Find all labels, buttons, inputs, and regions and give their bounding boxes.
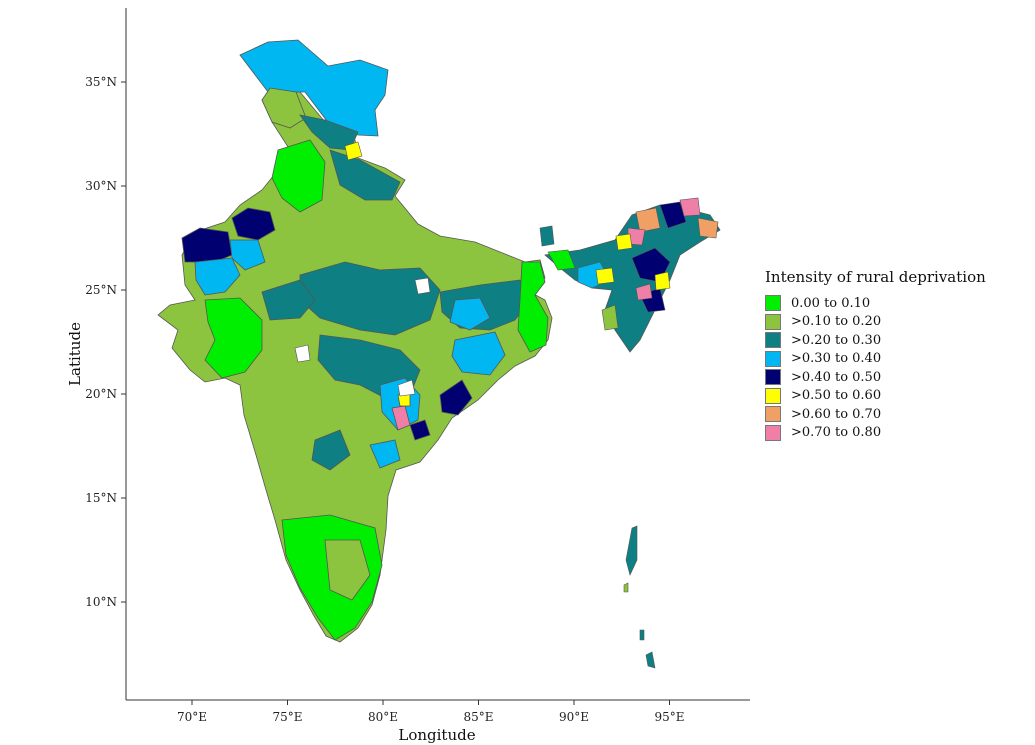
south-light-region: [324, 539, 371, 601]
legend-item: >0.40 to 0.50: [765, 368, 986, 387]
map-regions: [157, 39, 721, 669]
y-axis-title: Latitude: [66, 322, 84, 386]
x-tick-label: 90°E: [559, 710, 589, 724]
tripura-region: [601, 304, 619, 331]
legend-label: >0.10 to 0.20: [791, 314, 882, 330]
nodata-region-2: [294, 344, 311, 363]
legend-label: 0.00 to 0.10: [791, 295, 871, 311]
northeast-dark-region: [659, 201, 687, 229]
legend-swatch: [765, 387, 781, 404]
west-light-region-2: [229, 239, 266, 271]
legend-title: Intensity of rural deprivation: [765, 268, 986, 286]
east-light-region: [449, 297, 491, 331]
y-tick-label: 25°N: [85, 283, 117, 297]
x-tick-label: 85°E: [463, 710, 493, 724]
legend-item: >0.50 to 0.60: [765, 387, 986, 406]
legend-swatch: [765, 332, 781, 349]
deccan-teal-region: [311, 429, 351, 471]
east-light-region-2: [451, 331, 506, 376]
west-teal-region: [261, 279, 316, 321]
island-region-3: [645, 651, 656, 669]
north-region: [239, 39, 389, 137]
legend-label: >0.30 to 0.40: [791, 351, 882, 367]
y-tick-label: 15°N: [85, 491, 117, 505]
legend-item: >0.60 to 0.70: [765, 405, 986, 424]
deccan-light-region: [369, 439, 401, 469]
legend-item: >0.20 to 0.30: [765, 331, 986, 350]
legend-swatch: [765, 350, 781, 367]
central-teal-region: [329, 149, 401, 201]
legend-item: >0.70 to 0.80: [765, 424, 986, 443]
nodata-region: [414, 277, 431, 295]
northeast-green-region: [547, 249, 576, 271]
west-dark-region-2: [231, 207, 276, 241]
island-region-2: [623, 582, 629, 593]
legend-swatch: [765, 369, 781, 386]
legend-swatch: [765, 295, 781, 312]
odisha-pink-region: [391, 405, 411, 431]
x-tick-label: 95°E: [654, 710, 684, 724]
y-tick-label: 30°N: [85, 179, 117, 193]
y-tick-label: 35°N: [85, 75, 117, 89]
legend-label: >0.50 to 0.60: [791, 388, 882, 404]
x-axis-ticks: 70°E 75°E 80°E 85°E 90°E 95°E: [177, 700, 685, 724]
northeast-yellow-region: [615, 233, 633, 251]
legend-swatch: [765, 424, 781, 441]
legend: Intensity of rural deprivation 0.00 to 0…: [765, 268, 986, 442]
himalaya-yellow-region: [344, 141, 363, 161]
odisha-dark-region: [439, 379, 473, 416]
x-tick-label: 75°E: [272, 710, 302, 724]
x-axis-title: Longitude: [398, 726, 475, 744]
x-tick-label: 80°E: [368, 710, 398, 724]
island-region: [625, 525, 638, 576]
x-tick-label: 70°E: [177, 710, 207, 724]
bengal-region: [517, 261, 549, 353]
y-axis-ticks: 10°N 15°N 20°N 25°N 30°N 35°N: [85, 75, 126, 609]
legend-item: >0.10 to 0.20: [765, 313, 986, 332]
legend-item: >0.30 to 0.40: [765, 350, 986, 369]
nodata-region-3: [397, 379, 416, 397]
y-tick-label: 10°N: [85, 595, 117, 609]
gujarat-region: [204, 297, 263, 379]
northeast-orange-region-2: [697, 217, 719, 239]
y-tick-label: 20°N: [85, 387, 117, 401]
odisha-dark-region-2: [409, 419, 431, 441]
legend-label: >0.60 to 0.70: [791, 406, 882, 422]
west-dark-region: [181, 227, 233, 263]
northeast-pink-region: [679, 197, 701, 217]
island-region-4: [639, 629, 645, 641]
northeast-yellow-region-2: [595, 267, 615, 285]
sikkim-region: [539, 225, 555, 247]
punjab-haryana-region: [271, 139, 326, 213]
northeast-pink-region-3: [635, 283, 653, 301]
legend-label: >0.70 to 0.80: [791, 425, 882, 441]
northeast-orange-region: [635, 207, 661, 233]
legend-swatch: [765, 313, 781, 330]
northeast-region: [544, 204, 721, 353]
legend-label: >0.20 to 0.30: [791, 332, 882, 348]
central-teal-region-2: [299, 261, 441, 336]
legend-swatch: [765, 406, 781, 423]
legend-label: >0.40 to 0.50: [791, 369, 882, 385]
legend-items: 0.00 to 0.10 >0.10 to 0.20 >0.20 to 0.30 >0…: [765, 294, 986, 442]
northeast-yellow-region-3: [654, 271, 671, 291]
legend-item: 0.00 to 0.10: [765, 294, 986, 313]
